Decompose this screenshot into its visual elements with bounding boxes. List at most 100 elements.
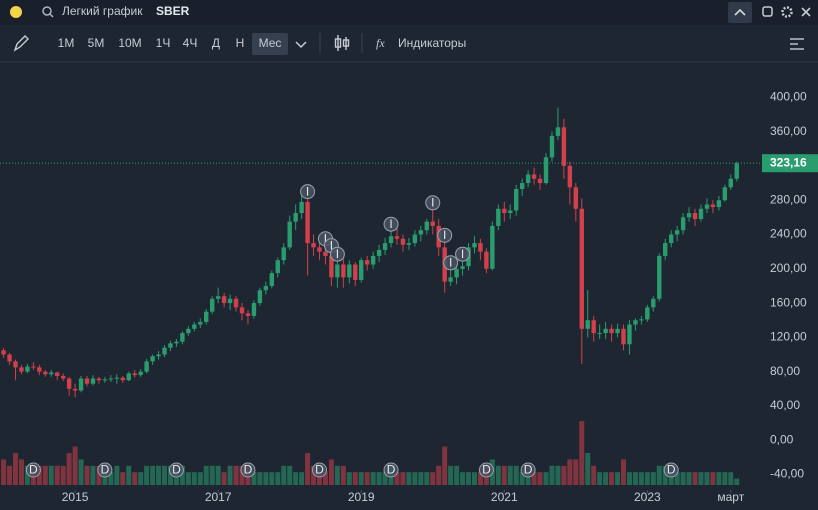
candle-body [162,347,167,355]
dividend-marker[interactable] [240,462,256,478]
candle-body [519,183,525,190]
interval-button[interactable]: Мес [259,36,282,50]
event-marker[interactable] [300,184,316,200]
volume-bar [406,472,412,485]
symbol[interactable]: SBER [156,4,190,18]
candle-body [514,189,519,211]
volume-bar [674,472,680,485]
volume-bar [376,472,382,485]
layout-button[interactable] [790,38,804,50]
volume-bar [638,472,644,485]
candle-body [496,208,501,226]
x-tick-label: 2023 [634,490,661,504]
interval-button[interactable]: 10М [118,36,141,50]
candle-body [609,328,614,334]
interval-button[interactable]: 4Ч [183,36,198,50]
search-icon[interactable] [42,6,54,18]
volume-bar [263,472,269,485]
volume-bar [173,472,179,485]
candle-body [621,328,626,345]
candle-body [239,307,245,314]
candle-body [418,230,424,235]
candle-body [370,255,376,265]
candle-body [692,213,698,220]
volume-bar [156,465,162,485]
title-bar [0,0,818,25]
candle-body [353,264,358,280]
candle-body [591,320,596,334]
candle-body [132,373,137,376]
marker-label: D [101,463,110,477]
maximize-button[interactable] [762,6,773,17]
volume-bar [507,465,513,485]
y-tick-label: 200,00 [770,261,807,275]
volume-bar [60,465,66,485]
indicators-button[interactable]: Индикаторы [398,36,466,50]
candle-body [96,378,102,381]
candle-body [728,178,733,188]
volume-bar [424,472,430,485]
candle-body [323,251,328,256]
draw-tool[interactable] [13,35,29,52]
candle-body [400,238,406,245]
last-price-label: 323,16 [770,155,807,169]
y-tick-label: 360,00 [770,124,807,138]
volume-bar [114,465,120,485]
volume-bar [358,472,364,485]
interval-button[interactable]: 1М [58,36,75,50]
candle-body [7,354,12,362]
interval-dropdown[interactable] [295,41,307,49]
dividend-marker[interactable] [478,462,494,478]
candle-body [359,260,364,280]
interval-button[interactable]: Н [236,36,245,50]
marker-label: D [387,463,396,477]
close-button[interactable] [801,7,811,17]
volume-bar [620,459,626,485]
event-marker[interactable] [443,255,459,271]
volume-bar [680,472,686,485]
marker-label: D [482,463,491,477]
marker-label: I [449,255,452,269]
event-marker[interactable] [455,246,471,262]
interval-button[interactable]: 1Ч [156,36,171,50]
volume-bar [72,446,78,485]
dividend-marker[interactable] [520,462,536,478]
volume-bar [626,472,632,485]
volume-bar [591,465,597,485]
interval-button[interactable]: 5М [88,36,105,50]
candle-body [317,247,322,252]
volume-bar [597,472,603,485]
volume-bar [316,472,322,485]
candle-body [430,221,435,226]
candle-body [716,200,722,208]
dividend-marker[interactable] [311,462,327,478]
volume-bar [233,465,239,485]
interval-button[interactable]: Д [212,36,220,50]
event-marker[interactable] [437,227,453,243]
candle-body [627,324,632,345]
fx-icon[interactable]: fx [376,36,385,50]
volume-bar [185,472,191,485]
collapse-button[interactable] [728,2,752,23]
dividend-marker[interactable] [25,462,41,478]
candle-body [72,388,78,391]
volume-bar [227,465,233,485]
candle-body [102,379,108,381]
interval-selected [252,33,288,55]
volume-bar [692,472,698,485]
volume-bar [400,472,406,485]
dividend-marker[interactable] [168,462,184,478]
event-marker[interactable] [383,216,399,232]
settings-button[interactable] [781,6,793,18]
candle-body [192,324,197,329]
dividend-marker[interactable] [663,462,679,478]
event-marker[interactable] [329,246,345,262]
dividend-marker[interactable] [97,462,113,478]
window-dot[interactable] [10,6,22,18]
candle-body [668,234,674,244]
volume-bar [460,472,466,485]
event-marker[interactable] [425,195,441,211]
volume-bar [287,465,293,485]
chart-type-button[interactable] [334,35,350,51]
dividend-marker[interactable] [383,462,399,478]
